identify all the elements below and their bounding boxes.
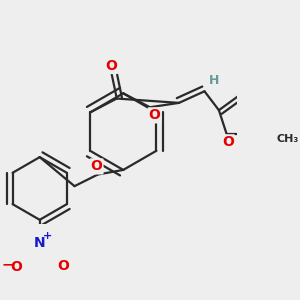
Text: O: O bbox=[57, 259, 69, 273]
Text: −: − bbox=[2, 257, 13, 271]
Text: +: + bbox=[43, 231, 52, 241]
Text: O: O bbox=[148, 108, 160, 122]
Text: O: O bbox=[105, 59, 117, 73]
Text: H: H bbox=[208, 74, 219, 87]
Text: O: O bbox=[91, 159, 103, 173]
Text: N: N bbox=[34, 236, 46, 250]
Text: O: O bbox=[222, 135, 234, 149]
Text: O: O bbox=[11, 260, 22, 274]
Text: CH₃: CH₃ bbox=[276, 134, 298, 144]
